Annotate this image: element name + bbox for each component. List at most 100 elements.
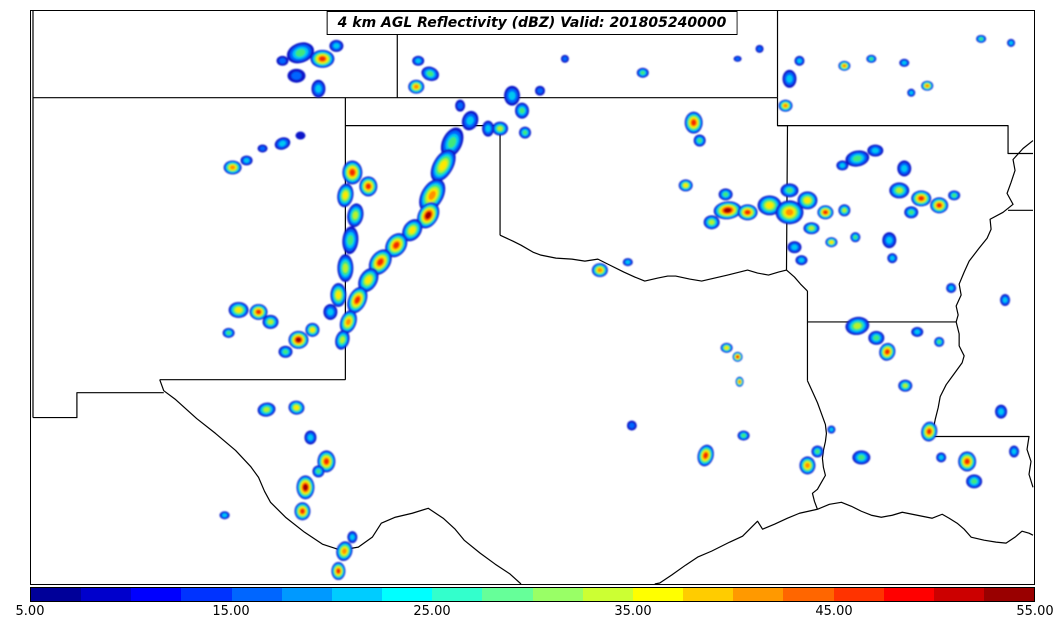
radar-cell-level xyxy=(336,568,341,574)
radar-cell-level xyxy=(340,336,345,343)
radar-cell-level xyxy=(908,210,914,215)
radar-cell-level xyxy=(723,192,729,197)
radar-cell xyxy=(921,80,934,91)
radar-cell xyxy=(305,322,320,337)
radar-cell xyxy=(735,376,744,387)
radar-cell-level xyxy=(951,193,957,198)
radar-cell-level xyxy=(709,220,715,225)
radar-cell-level xyxy=(333,43,340,49)
radar-cell xyxy=(519,126,532,139)
radar-cell-level xyxy=(300,508,305,514)
radar-cell-level xyxy=(316,469,321,474)
radar-cell-level xyxy=(457,102,464,110)
colorbar-segment xyxy=(81,588,132,601)
radar-cell-level xyxy=(858,454,865,460)
radar-cell-level xyxy=(738,380,741,384)
radar-cell xyxy=(622,258,633,267)
radar-cell-level xyxy=(691,119,696,126)
radar-cell xyxy=(276,55,289,66)
radar-cell xyxy=(342,160,363,185)
radar-cell-level xyxy=(377,258,384,266)
colorbar xyxy=(30,587,1035,602)
state-border-ok-ar-east xyxy=(776,97,789,271)
radar-cell-level xyxy=(683,183,688,188)
colorbar-segment xyxy=(883,588,934,601)
radar-cell xyxy=(337,183,354,208)
radar-cell xyxy=(240,155,253,166)
radar-cell xyxy=(995,404,1008,419)
radar-cell xyxy=(904,206,919,219)
radar-cell xyxy=(946,283,957,294)
plot-title-box: 4 km AGL Reflectivity (dBZ) Valid: 20180… xyxy=(326,11,738,35)
radar-cell xyxy=(359,176,378,197)
radar-cell xyxy=(412,55,425,66)
radar-cell xyxy=(482,120,495,137)
radar-cell-level xyxy=(791,244,798,250)
radar-cell xyxy=(219,511,230,520)
radar-cell-level xyxy=(901,164,908,172)
radar-cell-level xyxy=(354,296,360,304)
radar-cell-level xyxy=(829,240,834,244)
radar-cell xyxy=(958,451,977,472)
radar-cell xyxy=(304,430,317,445)
colorbar-segment xyxy=(582,588,633,601)
radar-cell xyxy=(295,131,306,140)
radar-cell-level xyxy=(226,331,231,335)
radar-cell xyxy=(795,255,808,266)
radar-cell-level xyxy=(804,197,811,203)
radar-cell xyxy=(492,121,509,136)
radar-cell xyxy=(515,102,530,119)
radar-cell-level xyxy=(466,116,474,125)
radar-cell-level xyxy=(948,285,954,291)
radar-cell-level xyxy=(439,160,447,171)
radar-cell xyxy=(720,342,733,353)
radar-cell xyxy=(936,452,947,463)
radar-cell xyxy=(778,99,793,112)
state-border-nm-bootheel xyxy=(32,392,164,419)
radar-cell-level xyxy=(230,165,236,170)
radar-cell xyxy=(408,79,425,94)
radar-cell-level xyxy=(909,90,913,95)
radar-cell xyxy=(866,54,877,63)
radar-cell-level xyxy=(350,534,355,540)
radar-cell xyxy=(358,267,379,293)
radar-cell-level xyxy=(393,242,400,249)
radar-cell xyxy=(898,379,913,392)
radar-cell xyxy=(1009,445,1020,458)
radar-cell-level xyxy=(295,131,306,140)
radar-cell xyxy=(803,222,820,235)
radar-cell-level xyxy=(979,37,983,41)
radar-cell-level xyxy=(625,260,630,264)
radar-cell xyxy=(504,85,521,106)
radar-cell-level xyxy=(291,71,302,80)
radar-cell-level xyxy=(282,349,289,354)
radar-cell-level xyxy=(294,405,299,410)
radar-cell-level xyxy=(902,61,907,65)
radar-cell-level xyxy=(829,427,834,432)
radar-cell xyxy=(797,191,818,210)
radar-cell xyxy=(713,201,742,220)
radar-cell xyxy=(889,182,910,199)
radar-cell-level xyxy=(324,458,329,465)
radar-cell xyxy=(733,55,742,62)
radar-cell xyxy=(257,144,268,153)
radar-cell xyxy=(737,430,750,441)
radar-cell xyxy=(794,55,805,66)
radar-cell-level xyxy=(640,70,645,75)
state-border-la-ms-31n-pearl xyxy=(933,435,1034,488)
radar-cell-level xyxy=(522,130,528,135)
radar-cell-level xyxy=(263,407,270,412)
radar-cell-level xyxy=(724,208,732,213)
radar-cell-level xyxy=(783,104,788,108)
radar-cell xyxy=(817,205,834,220)
map-frame xyxy=(30,10,1035,585)
radar-cell-level xyxy=(939,455,944,460)
radar-cell xyxy=(868,330,885,345)
plot-title: 4 km AGL Reflectivity (dBZ) Valid: 20180… xyxy=(337,15,727,31)
colorbar-segment xyxy=(231,588,282,601)
radar-cell-level xyxy=(346,318,351,326)
colorbar-segment xyxy=(983,588,1035,601)
radar-cell-level xyxy=(757,46,762,52)
radar-cell xyxy=(693,134,706,147)
radar-cell xyxy=(911,326,924,337)
